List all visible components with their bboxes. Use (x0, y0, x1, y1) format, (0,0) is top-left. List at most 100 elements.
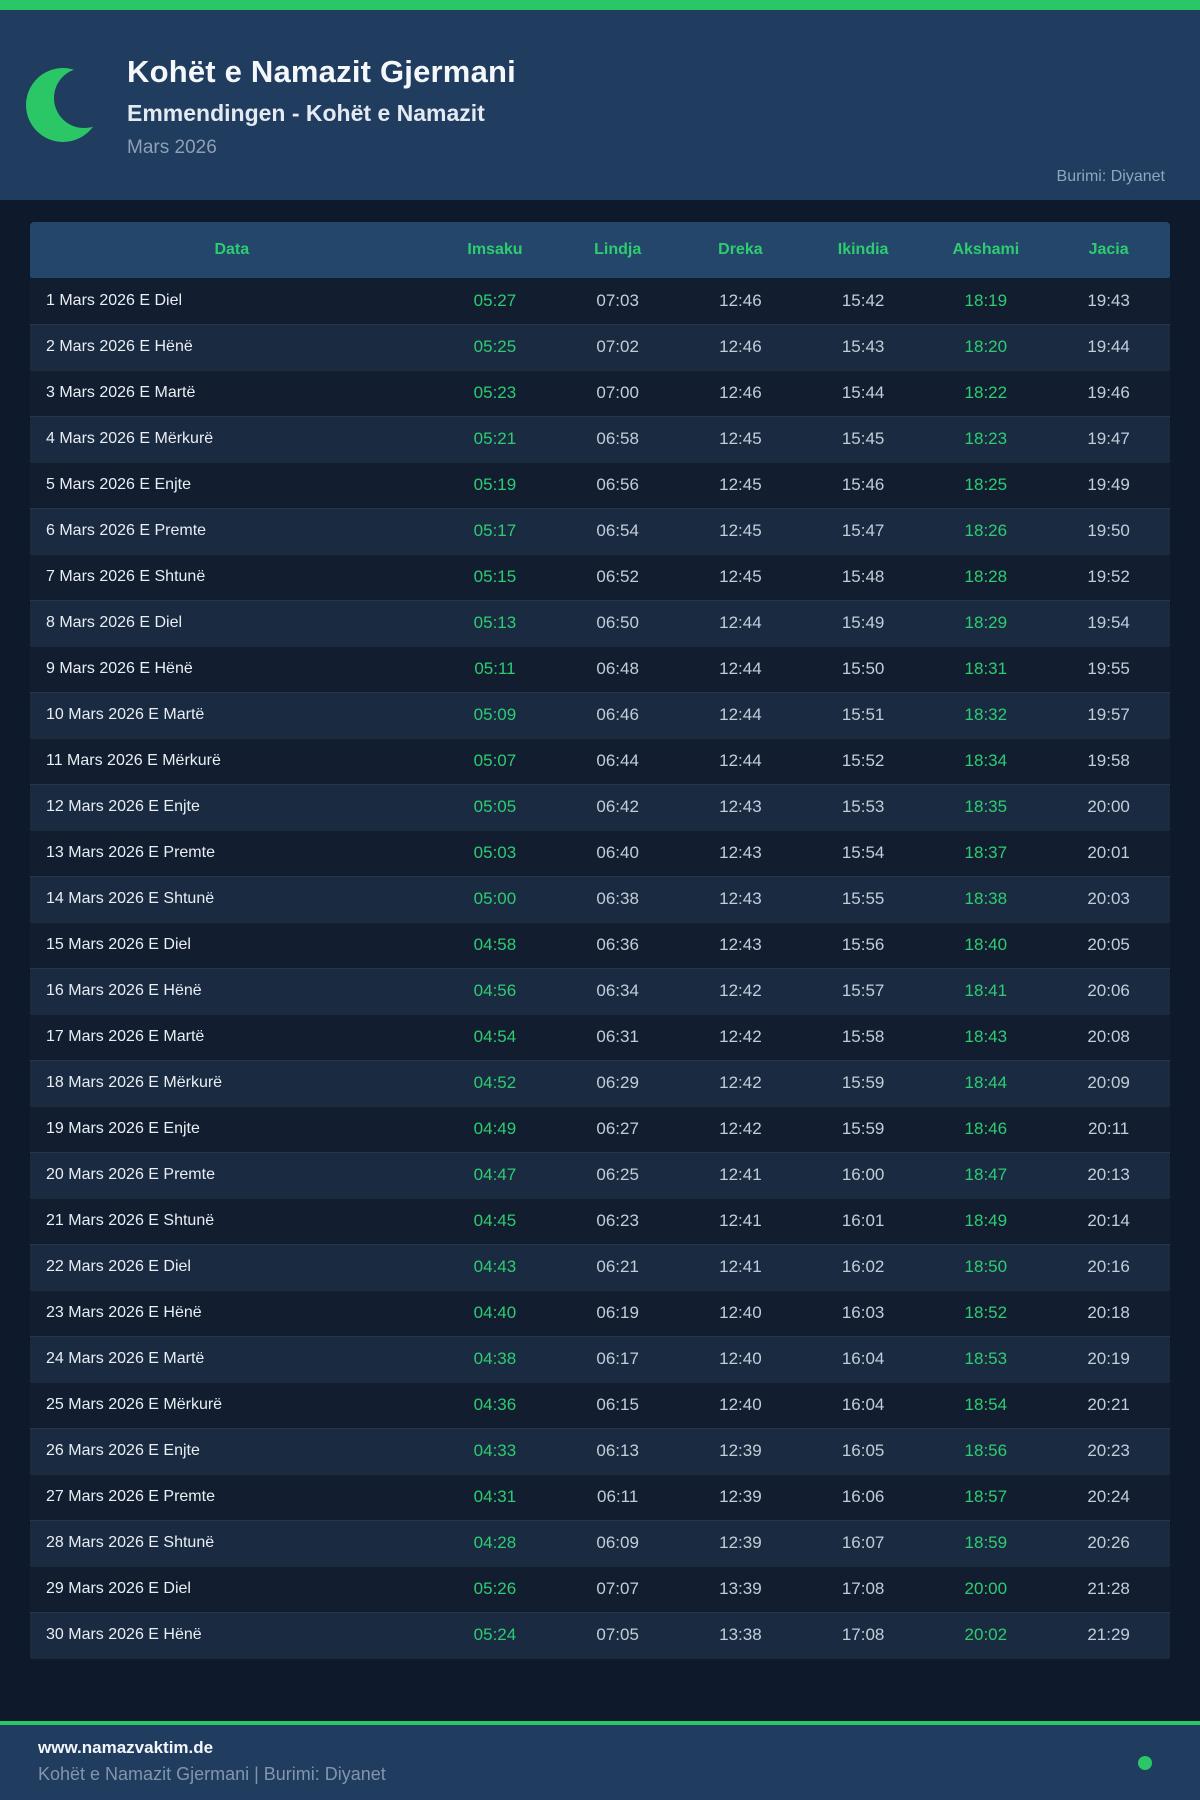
time-cell: 06:48 (596, 659, 639, 678)
time-cell: 18:54 (964, 1395, 1008, 1414)
date-cell: 1 Mars 2026 E Diel (46, 291, 183, 309)
date-cell: 25 Mars 2026 E Mërkurë (46, 1396, 223, 1413)
time-cell: 12:40 (719, 1395, 762, 1414)
time-cell: 12:43 (719, 797, 762, 816)
time-cell: 05:17 (473, 521, 517, 540)
time-cell: 15:50 (841, 659, 885, 678)
table-row: 2 Mars 2026 E Hënë 05:25 07:02 12:46 15:43 18… (30, 324, 1170, 370)
time-cell: 12:42 (719, 1027, 762, 1046)
table-row: 30 Mars 2026 E Hënë 05:24 07:05 13:38 17:08 2… (30, 1612, 1170, 1658)
column-header-data: Data (30, 222, 434, 278)
date-cell: 27 Mars 2026 E Premte (46, 1488, 215, 1505)
time-cell: 12:42 (719, 981, 762, 1000)
website-link[interactable]: www.namazvaktim.de (38, 1737, 214, 1757)
time-cell: 16:07 (841, 1533, 885, 1552)
time-cell: 18:28 (964, 567, 1008, 586)
table-row: 11 Mars 2026 E Mërkurë 05:07 06:44 12:44 15:… (30, 738, 1170, 784)
time-cell: 18:41 (964, 981, 1008, 1000)
time-cell: 12:45 (719, 521, 762, 540)
time-cell: 12:44 (719, 659, 762, 678)
table-header: Data Imsaku Lindja Dreka Ikindia Akshami… (30, 222, 1170, 278)
date-cell: 3 Mars 2026 E Martë (46, 384, 196, 401)
time-cell: 12:45 (719, 567, 762, 586)
table-row: 9 Mars 2026 E Hënë 05:11 06:48 12:44 15:50 18… (30, 646, 1170, 692)
time-cell: 12:44 (719, 751, 762, 770)
time-cell: 06:50 (596, 613, 639, 632)
time-cell: 16:00 (841, 1165, 885, 1184)
time-cell: 06:13 (596, 1441, 639, 1460)
time-cell: 12:46 (719, 290, 762, 310)
time-cell: 06:56 (596, 475, 639, 494)
time-cell: 06:15 (596, 1395, 639, 1414)
column-header-imsaku: Imsaku (433, 222, 557, 278)
time-cell: 20:26 (1087, 1533, 1130, 1552)
time-cell: 12:44 (719, 705, 762, 724)
time-cell: 06:40 (596, 843, 639, 862)
time-cell: 06:31 (596, 1027, 639, 1046)
time-cell: 19:49 (1087, 475, 1130, 494)
footer-caption: Kohët e Namazit Gjermani | Burimi: Diyan… (38, 1763, 386, 1784)
time-cell: 04:36 (473, 1395, 517, 1414)
time-cell: 15:46 (841, 475, 885, 494)
time-cell: 20:02 (964, 1625, 1008, 1644)
table-row: 6 Mars 2026 E Premte 05:17 06:54 12:45 15:47… (30, 508, 1170, 554)
time-cell: 13:39 (719, 1579, 762, 1598)
time-cell: 15:49 (841, 613, 885, 632)
time-cell: 07:07 (596, 1579, 639, 1598)
time-cell: 15:54 (841, 843, 885, 862)
date-cell: 4 Mars 2026 E Mërkurë (46, 430, 214, 447)
time-cell: 06:38 (596, 889, 639, 908)
time-cell: 04:31 (473, 1487, 517, 1506)
time-cell: 13:38 (719, 1625, 762, 1644)
column-header-ikindia: Ikindia (801, 222, 925, 278)
date-cell: 14 Mars 2026 E Shtunë (46, 890, 215, 907)
table-body: 1 Mars 2026 E Diel 05:27 07:03 12:46 15:42 18… (30, 278, 1170, 1658)
time-cell: 19:52 (1087, 567, 1130, 586)
time-cell: 21:29 (1087, 1625, 1130, 1644)
time-cell: 12:44 (719, 613, 762, 632)
date-cell: 11 Mars 2026 E Mërkurë (46, 752, 221, 769)
time-cell: 17:08 (841, 1625, 885, 1644)
time-cell: 04:56 (473, 981, 517, 1000)
table-row: 3 Mars 2026 E Martë 05:23 07:00 12:46 15:44 1… (30, 370, 1170, 416)
time-cell: 18:32 (964, 705, 1008, 724)
time-cell: 20:23 (1087, 1441, 1130, 1460)
column-header-akshami: Akshami (924, 222, 1048, 278)
time-cell: 12:45 (719, 475, 762, 494)
date-cell: 26 Mars 2026 E Enjte (46, 1442, 200, 1459)
date-cell: 24 Mars 2026 E Martë (46, 1350, 205, 1367)
time-cell: 05:24 (473, 1625, 517, 1644)
time-cell: 12:39 (719, 1441, 762, 1460)
time-cell: 15:47 (841, 521, 885, 540)
footer-spacer (0, 1659, 1200, 1721)
table-row: 12 Mars 2026 E Enjte 05:05 06:42 12:43 15:53… (30, 784, 1170, 830)
date-cell: 23 Mars 2026 E Hënë (46, 1304, 202, 1321)
time-cell: 17:08 (841, 1579, 885, 1598)
time-cell: 16:01 (841, 1211, 885, 1230)
time-cell: 15:52 (841, 751, 885, 770)
table-row: 26 Mars 2026 E Enjte 04:33 06:13 12:39 16:05… (30, 1428, 1170, 1474)
page-footer: www.namazvaktim.de Kohët e Namazit Gjerm… (0, 1724, 1200, 1800)
time-cell: 04:38 (473, 1349, 517, 1368)
time-cell: 06:11 (597, 1487, 639, 1506)
time-cell: 20:00 (964, 1579, 1008, 1598)
time-cell: 15:42 (841, 290, 885, 310)
time-cell: 06:34 (596, 981, 639, 1000)
time-cell: 20:24 (1087, 1487, 1130, 1506)
date-cell: 7 Mars 2026 E Shtunë (46, 568, 206, 585)
time-cell: 05:11 (474, 659, 516, 678)
time-cell: 20:08 (1087, 1027, 1130, 1046)
table-row: 28 Mars 2026 E Shtunë 04:28 06:09 12:39 16:0… (30, 1520, 1170, 1566)
time-cell: 19:46 (1087, 383, 1130, 402)
page-header: Kohët e Namazit Gjermani Emmendingen - K… (0, 10, 1200, 200)
time-cell: 18:47 (964, 1165, 1008, 1184)
main-content: Data Imsaku Lindja Dreka Ikindia Akshami… (0, 200, 1200, 1659)
table-row: 14 Mars 2026 E Shtunë 05:00 06:38 12:43 15:5… (30, 876, 1170, 922)
date-cell: 30 Mars 2026 E Hënë (46, 1626, 202, 1643)
time-cell: 20:14 (1087, 1211, 1130, 1230)
time-cell: 05:15 (473, 567, 517, 586)
time-cell: 19:55 (1087, 659, 1130, 678)
time-cell: 18:29 (964, 613, 1008, 632)
time-cell: 06:17 (596, 1349, 639, 1368)
date-cell: 17 Mars 2026 E Martë (46, 1028, 205, 1045)
